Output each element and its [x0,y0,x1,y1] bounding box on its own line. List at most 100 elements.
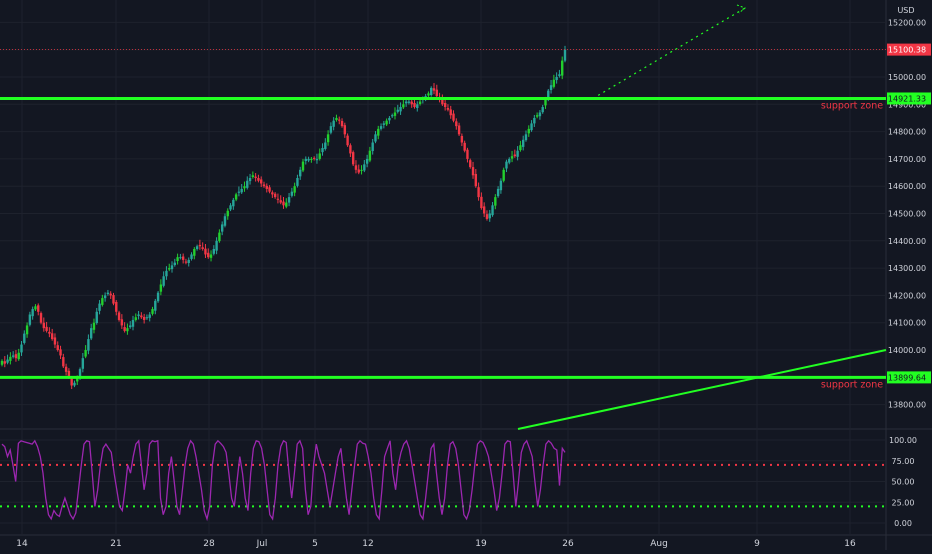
candle-body [62,357,65,367]
candles [0,45,567,390]
candle-body [25,325,29,335]
candle-body [505,161,508,169]
date-tick-label: Jul [256,539,268,549]
candle-body [457,125,461,135]
candle-body [477,187,480,198]
candle-body [524,134,528,141]
candle-body [471,167,475,176]
candle-body [340,121,344,127]
candle-body [195,246,199,249]
candle-body [404,101,408,104]
candle-body [240,188,243,193]
candle-body [282,201,285,206]
candle-body [519,145,522,151]
candle-body [115,301,118,312]
candle-body [513,154,517,157]
candle-body [193,248,196,256]
candle-body [42,322,46,329]
candle-body [496,188,500,197]
candle-body [432,88,436,91]
candle-body [555,77,558,81]
candle-body [365,158,369,164]
candle-body [407,101,411,103]
candle-body [209,254,213,258]
support-price-tag [887,92,931,105]
candle-body [117,312,121,320]
date-tick-label: 5 [312,539,318,549]
candle-body [23,333,26,343]
candle-body [268,187,271,192]
candle-body [563,49,567,61]
candle-body [39,313,43,323]
candle-body [248,178,252,182]
candle-body [377,128,380,136]
candle-body [547,90,550,100]
candle-body [123,327,126,331]
date-tick-label: 21 [110,539,121,549]
candle-body [53,337,57,345]
candle-body [399,107,402,112]
support-price-label: 14921.33 [888,94,926,103]
date-tick-label: 16 [844,539,856,549]
candle-body [533,117,536,124]
candle-body [218,232,221,242]
candle-body [527,128,530,134]
osc-tick-label: 0.00 [894,519,912,528]
price-tick-label: 14900.00 [888,100,926,109]
candle-body [549,85,553,90]
candle-body [541,107,544,113]
candle-body [374,134,377,142]
candle-body [151,309,154,314]
candle-body [357,169,360,173]
drawings: support zone support zone [0,4,887,430]
candle-body [482,206,486,214]
candle-body [184,261,188,263]
candle-body [469,160,472,168]
candle-body [402,104,405,108]
candle-body [516,150,519,157]
candle-body [45,326,48,331]
candle-body [56,345,59,350]
candle-body [254,176,257,179]
candle-body [315,158,319,161]
candle-body [494,197,497,206]
candle-body [271,192,274,195]
candle-body [502,169,505,181]
candle-body [201,247,204,249]
candle-body [273,193,277,198]
price-tick-label: 14300.00 [888,264,926,273]
candle-body [103,295,107,299]
candle-body [329,126,333,133]
candle-body [474,173,478,187]
candle-body [435,89,438,97]
price-tick-label: 14000.00 [888,346,926,355]
osc-tick-label: 25.00 [892,498,915,507]
candle-body [234,194,238,200]
candle-body [324,142,327,149]
candle-body [346,135,349,146]
projection-arrowhead [736,4,746,14]
candle-body [162,276,165,286]
date-tick-label: Aug [650,539,668,549]
candle-body [335,117,338,121]
candle-body [179,257,182,259]
candle-body [293,186,296,193]
candle-body [485,214,489,219]
candle-body [220,224,224,232]
price-tick-label: 14200.00 [888,291,926,300]
price-tick-label: 14400.00 [888,237,926,246]
candle-body [20,344,23,353]
candle-body [70,378,73,386]
oscillator-pane [0,439,886,522]
candle-body [212,248,216,254]
trendline [517,349,887,430]
candle-body [430,87,433,96]
candle-body [499,180,503,191]
osc-tick-label: 75.00 [892,457,915,466]
candle-body [92,322,96,330]
candle-body [207,252,210,258]
candle-body [145,317,149,319]
candle-body [81,358,85,369]
candle-body [204,248,207,255]
